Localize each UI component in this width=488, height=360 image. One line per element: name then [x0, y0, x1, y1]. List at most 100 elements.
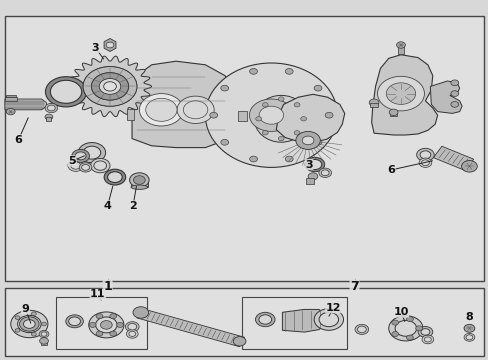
Circle shape [91, 73, 128, 100]
Circle shape [406, 316, 412, 321]
Circle shape [416, 148, 433, 161]
Circle shape [39, 330, 49, 338]
Circle shape [313, 139, 321, 145]
Text: 5: 5 [68, 156, 76, 166]
Circle shape [81, 165, 89, 170]
Circle shape [357, 326, 366, 333]
Circle shape [465, 335, 472, 340]
Circle shape [249, 68, 257, 74]
Circle shape [278, 136, 284, 141]
Circle shape [255, 312, 274, 327]
Circle shape [126, 330, 138, 338]
Circle shape [388, 109, 397, 116]
Text: 3: 3 [305, 159, 312, 170]
Circle shape [94, 161, 106, 170]
Circle shape [450, 91, 458, 96]
Circle shape [101, 321, 112, 329]
Circle shape [15, 316, 20, 319]
Circle shape [421, 335, 433, 344]
Circle shape [391, 320, 398, 325]
Circle shape [106, 42, 114, 48]
Circle shape [20, 317, 39, 331]
Circle shape [96, 314, 103, 319]
Polygon shape [429, 81, 461, 113]
Circle shape [78, 143, 105, 163]
Text: 3: 3 [91, 42, 99, 53]
Circle shape [128, 323, 137, 330]
Circle shape [125, 322, 139, 332]
Text: 1: 1 [103, 280, 112, 293]
Circle shape [461, 161, 476, 172]
Circle shape [325, 112, 332, 118]
Circle shape [72, 149, 89, 162]
Circle shape [90, 158, 110, 173]
Circle shape [107, 172, 122, 183]
Polygon shape [432, 146, 473, 171]
Circle shape [388, 316, 422, 341]
Circle shape [66, 315, 83, 328]
Bar [305, 178, 314, 184]
Circle shape [145, 98, 177, 121]
Circle shape [41, 322, 46, 326]
Circle shape [313, 85, 321, 91]
Bar [41, 341, 47, 345]
Circle shape [221, 85, 228, 91]
Circle shape [463, 333, 474, 341]
Circle shape [110, 314, 117, 319]
Circle shape [249, 99, 293, 131]
Circle shape [50, 80, 81, 103]
Circle shape [68, 160, 83, 171]
Bar [56, 297, 146, 349]
Circle shape [139, 94, 183, 126]
Circle shape [45, 114, 53, 120]
Ellipse shape [205, 63, 337, 167]
Circle shape [23, 320, 35, 328]
Text: 8: 8 [465, 312, 472, 322]
Polygon shape [282, 310, 324, 332]
Circle shape [368, 99, 378, 106]
Circle shape [394, 320, 416, 336]
Circle shape [262, 131, 267, 135]
Circle shape [233, 337, 245, 346]
Circle shape [110, 331, 117, 336]
Circle shape [117, 323, 123, 328]
Circle shape [83, 146, 101, 159]
Circle shape [91, 73, 128, 100]
Circle shape [318, 168, 331, 177]
Circle shape [40, 338, 48, 344]
Circle shape [396, 42, 405, 48]
Text: 7: 7 [349, 280, 358, 293]
Circle shape [406, 335, 412, 340]
Circle shape [183, 101, 207, 119]
Polygon shape [389, 320, 419, 336]
Circle shape [83, 67, 137, 106]
Circle shape [69, 317, 80, 325]
Circle shape [307, 159, 321, 170]
Text: 4: 4 [103, 201, 111, 211]
Text: 6: 6 [386, 165, 394, 175]
Circle shape [305, 157, 324, 172]
Circle shape [259, 106, 283, 124]
Polygon shape [132, 61, 239, 148]
Circle shape [424, 337, 430, 342]
Bar [389, 113, 396, 116]
Polygon shape [68, 56, 151, 117]
Circle shape [319, 312, 338, 327]
Circle shape [45, 103, 58, 113]
Circle shape [295, 131, 320, 149]
Circle shape [354, 324, 368, 334]
Polygon shape [371, 55, 437, 135]
Circle shape [79, 163, 92, 172]
Circle shape [307, 173, 317, 180]
Circle shape [96, 317, 117, 333]
Bar [5, 288, 483, 356]
Polygon shape [5, 99, 46, 110]
Circle shape [321, 170, 328, 176]
Circle shape [463, 324, 474, 332]
Circle shape [278, 97, 284, 101]
Circle shape [415, 326, 422, 331]
Circle shape [259, 315, 271, 324]
Circle shape [6, 108, 15, 115]
Circle shape [450, 102, 458, 107]
Circle shape [314, 309, 343, 330]
